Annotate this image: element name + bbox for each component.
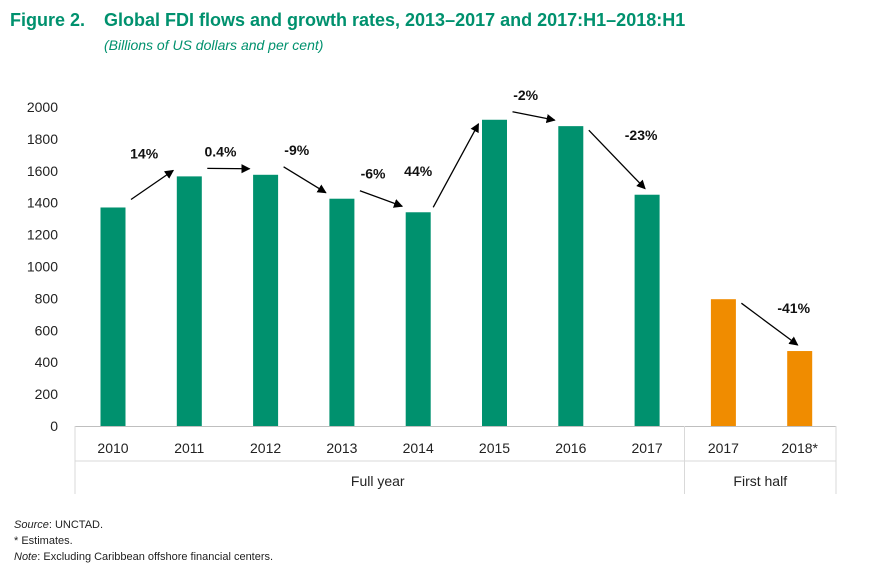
growth-arrow (432, 122, 480, 208)
bar-chart: 0 200 400 600 800 1000 1200 1400 1600 1800 2000 201… (27, 87, 837, 494)
bar (253, 174, 279, 426)
chart-title: Global FDI flows and growth rates, 2013–… (104, 10, 686, 30)
note-text: : Excluding Caribbean offshore financial… (37, 551, 274, 563)
source-text: : UNCTAD. (48, 519, 104, 531)
x-tick-label: 2010 (97, 440, 128, 456)
bar (100, 207, 126, 426)
x-tick-label: 2018* (781, 440, 818, 456)
growth-arrow (130, 169, 175, 201)
x-tick-label: 2014 (403, 440, 434, 456)
figure-label: Figure 2. (10, 10, 86, 30)
x-tick-label: 2017 (632, 440, 663, 456)
chart-notes: Source: UNCTAD. * Estimates. Note: Exclu… (14, 517, 273, 565)
y-tick-label: 0 (50, 418, 58, 434)
y-tick-label: 1400 (27, 195, 58, 211)
source-label: Source (14, 519, 49, 531)
growth-label: 14% (130, 145, 159, 161)
y-tick-label: 1600 (27, 163, 58, 179)
group-label: Full year (351, 473, 405, 489)
bar (634, 194, 660, 426)
y-tick-label: 2000 (27, 99, 58, 115)
chart-subtitle: (Billions of US dollars and per cent) (104, 37, 324, 53)
y-tick-label: 1200 (27, 227, 58, 243)
growth-label: -41% (777, 300, 810, 316)
x-tick-label: 2016 (555, 440, 586, 456)
bar (482, 119, 507, 426)
growth-label: -6% (361, 166, 386, 182)
x-tick-label: 2017 (708, 440, 739, 456)
note-label: Note (14, 551, 38, 563)
group-label: First half (733, 473, 787, 489)
y-tick-label: 600 (35, 322, 59, 338)
bar (176, 176, 202, 426)
estimates-note: * Estimates. (14, 535, 73, 547)
growth-arrow (359, 190, 404, 208)
y-tick-label: 200 (35, 386, 59, 402)
growth-label: -9% (284, 142, 309, 158)
source-note: Source: UNCTAD. (14, 517, 273, 533)
y-tick-label: 1800 (27, 131, 58, 147)
growth-label: 0.4% (204, 143, 236, 159)
bar (787, 351, 813, 426)
growth-arrow (283, 166, 327, 194)
bar (558, 126, 584, 426)
bar (710, 299, 736, 426)
growth-label: -2% (513, 87, 538, 103)
growth-arrow (588, 129, 646, 190)
x-tick-label: 2015 (479, 440, 510, 456)
y-tick-label: 400 (35, 354, 59, 370)
y-tick-label: 800 (35, 290, 59, 306)
x-tick-label: 2013 (326, 440, 357, 456)
growth-arrow (741, 302, 799, 346)
growth-label: 44% (404, 163, 433, 179)
y-tick-label: 1000 (27, 259, 58, 275)
x-tick-label: 2012 (250, 440, 281, 456)
bar (329, 198, 355, 426)
exclusion-note: Note: Excluding Caribbean offshore finan… (14, 549, 273, 565)
bar (405, 212, 431, 426)
x-tick-label: 2011 (174, 440, 204, 456)
growth-arrow (512, 111, 556, 124)
growth-label: -23% (625, 127, 658, 143)
